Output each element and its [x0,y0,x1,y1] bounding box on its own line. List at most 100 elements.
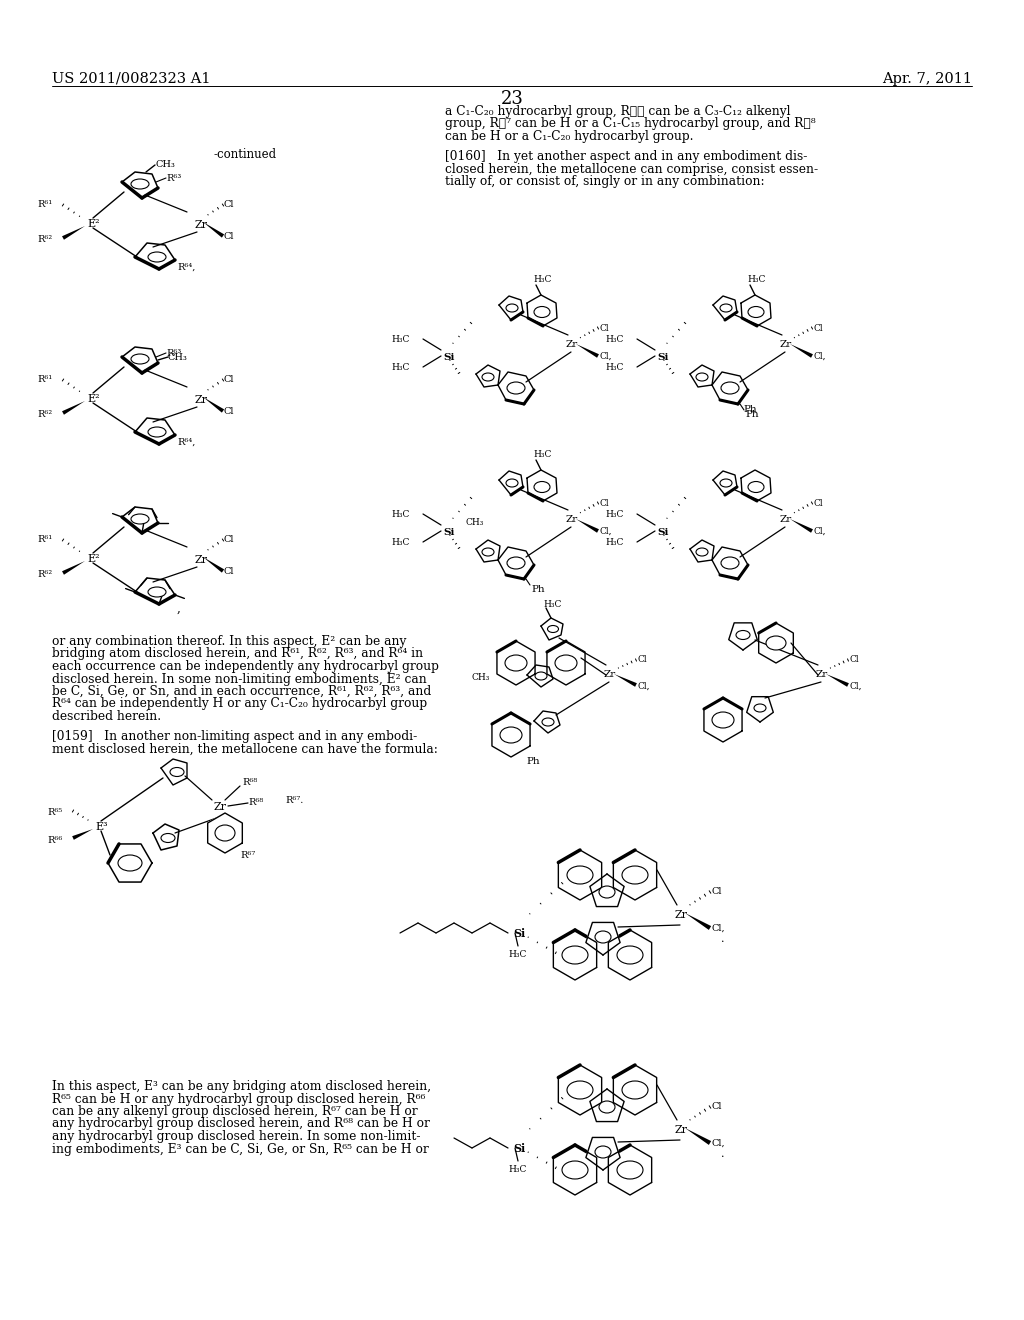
Text: R⁶⁸: R⁶⁸ [242,777,257,787]
Text: R⁶¹: R⁶¹ [37,535,52,544]
Ellipse shape [721,381,739,393]
Ellipse shape [595,931,611,942]
Ellipse shape [161,833,175,842]
Ellipse shape [507,557,525,569]
Polygon shape [741,470,771,502]
Polygon shape [613,1065,656,1115]
Text: R⁶¹: R⁶¹ [37,201,52,209]
Ellipse shape [754,704,766,711]
Polygon shape [135,418,175,444]
Ellipse shape [534,482,550,492]
Text: R⁶⁷.: R⁶⁷. [285,796,303,805]
Polygon shape [203,557,224,573]
Text: Cl,: Cl, [813,527,825,536]
Polygon shape [558,1065,602,1115]
Polygon shape [703,698,742,742]
Ellipse shape [712,711,734,729]
Text: described herein.: described herein. [52,710,161,723]
Text: tially of, or consist of, singly or in any combination:: tially of, or consist of, singly or in a… [445,176,765,187]
Text: Si: Si [513,1143,525,1154]
Text: H₃C: H₃C [391,363,410,372]
Ellipse shape [215,825,234,841]
Ellipse shape [505,655,527,671]
Text: H₃C: H₃C [391,539,410,546]
Ellipse shape [562,1162,588,1179]
Ellipse shape [720,479,732,487]
Text: Zr: Zr [195,554,208,565]
Text: Cl,: Cl, [711,924,725,933]
Polygon shape [826,675,849,686]
Polygon shape [499,471,523,495]
Ellipse shape [131,513,150,524]
Text: Cl: Cl [224,232,234,242]
Text: can be H or a C₁-C₂₀ hydrocarbyl group.: can be H or a C₁-C₂₀ hydrocarbyl group. [445,129,693,143]
Ellipse shape [482,374,494,381]
Ellipse shape [748,306,764,318]
Text: H₃C: H₃C [534,450,551,459]
Text: E²: E² [87,554,99,564]
Polygon shape [161,759,187,785]
Text: R⁶³: R⁶³ [166,174,181,183]
Polygon shape [712,546,748,579]
Text: Zr: Zr [195,395,208,405]
Text: Cl: Cl [849,655,859,664]
Text: Apr. 7, 2011: Apr. 7, 2011 [882,73,972,86]
Polygon shape [492,713,530,756]
Text: Zr: Zr [780,341,793,348]
Ellipse shape [534,306,550,318]
Ellipse shape [500,727,522,743]
Polygon shape [547,642,585,685]
Ellipse shape [599,1101,615,1113]
Text: Zr: Zr [566,341,579,348]
Ellipse shape [506,304,518,312]
Polygon shape [527,294,557,326]
Polygon shape [122,347,158,374]
Ellipse shape [622,1081,648,1100]
Polygon shape [135,578,175,605]
Polygon shape [690,366,714,387]
Text: Zr: Zr [675,909,688,920]
Ellipse shape [548,626,558,632]
Text: Cl,: Cl, [711,1139,725,1148]
Ellipse shape [617,946,643,964]
Text: H₃C: H₃C [543,601,561,609]
Polygon shape [203,397,224,413]
Text: 23: 23 [501,90,523,108]
Polygon shape [553,1144,597,1195]
Polygon shape [575,519,599,533]
Polygon shape [713,471,737,495]
Text: Si: Si [657,352,669,362]
Ellipse shape [599,886,615,898]
Text: disclosed herein. In some non-limiting embodiments, E² can: disclosed herein. In some non-limiting e… [52,672,427,685]
Text: Zr: Zr [675,1125,688,1135]
Text: ,: , [177,602,181,615]
Text: Si: Si [657,528,669,537]
Text: Cl: Cl [224,201,234,209]
Polygon shape [72,829,93,840]
Ellipse shape [131,354,150,364]
Polygon shape [208,813,243,853]
Ellipse shape [170,767,184,776]
Polygon shape [122,172,158,198]
Text: R⁶³: R⁶³ [166,348,181,358]
Text: a C₁-C₂₀ hydrocarbyl group, R⁦⁦ can be a C₃-C₁₂ alkenyl: a C₁-C₂₀ hydrocarbyl group, R⁦⁦ can be a… [445,106,791,117]
Text: R⁶⁸: R⁶⁸ [248,799,263,807]
Text: H₃C: H₃C [605,539,624,546]
Polygon shape [541,618,563,640]
Polygon shape [614,675,637,686]
Text: Cl: Cl [711,887,722,896]
Text: CH₃: CH₃ [156,160,176,169]
Polygon shape [746,697,773,722]
Polygon shape [498,546,534,579]
Polygon shape [685,913,711,929]
Text: Cl: Cl [224,407,234,416]
Text: CH₃: CH₃ [471,673,489,682]
Text: Si: Si [443,352,455,362]
Polygon shape [153,824,179,850]
Text: R⁶²: R⁶² [37,235,52,244]
Polygon shape [575,345,599,358]
Polygon shape [62,401,85,414]
Ellipse shape [748,482,764,492]
Text: H₃C: H₃C [508,1166,526,1173]
Polygon shape [476,540,500,562]
